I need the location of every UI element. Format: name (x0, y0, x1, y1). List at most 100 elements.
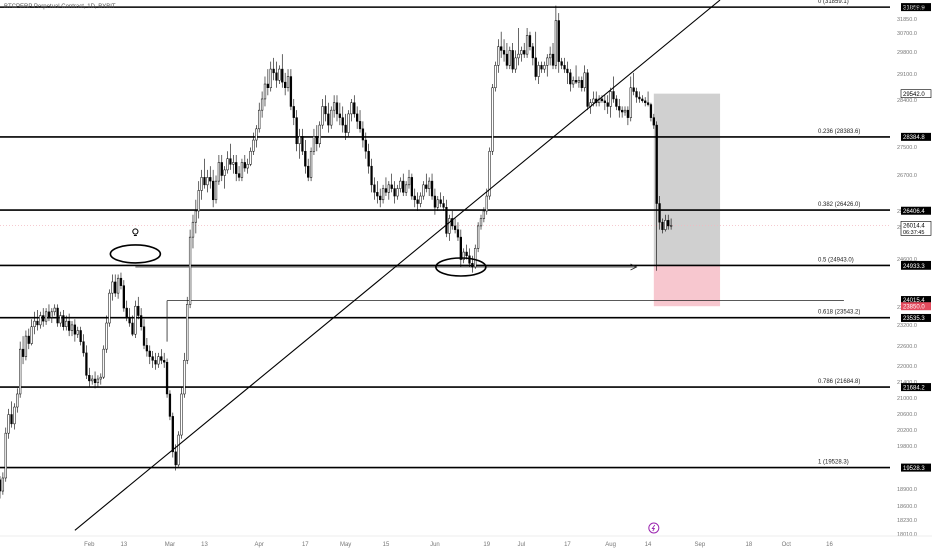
price-label: 24015.4 (903, 298, 925, 304)
currency-label: USDC (905, 5, 925, 12)
candle (44, 308, 48, 325)
candle (105, 315, 108, 353)
candle (281, 54, 284, 88)
candle-body (557, 20, 560, 62)
candle-body (47, 311, 51, 318)
x-tick-label: Apr (255, 542, 264, 548)
candle (16, 388, 19, 413)
candle-body (410, 177, 414, 197)
candle-body (82, 341, 85, 354)
candle (514, 50, 517, 73)
candle (557, 13, 560, 73)
candle (206, 169, 209, 193)
candle (93, 371, 97, 389)
candle (626, 106, 630, 126)
y-tick-label: 29800.0 (897, 50, 917, 56)
candle (543, 61, 546, 73)
candle-body (451, 218, 454, 227)
candle-body (551, 53, 555, 66)
candle (125, 300, 128, 322)
axes: 31850.0 30700.0 29800.0 29100.0 28400.0 27500… (0, 3, 932, 548)
candle (260, 91, 264, 118)
candle (258, 102, 261, 133)
y-tick-label: 23200.0 (897, 323, 917, 329)
candle (534, 31, 537, 81)
candle-body (56, 307, 59, 324)
candle-body (669, 225, 673, 227)
candle-body (237, 173, 241, 178)
candle-body (289, 76, 293, 107)
candle-body (214, 180, 218, 201)
candle (134, 300, 137, 338)
candle-body (188, 236, 192, 305)
candle (295, 110, 298, 152)
candle-body (93, 378, 97, 384)
candle (307, 158, 310, 182)
candle (494, 61, 497, 92)
candle (36, 309, 39, 331)
candle-body (154, 360, 157, 365)
y-tick-label: 18230.0 (897, 518, 917, 524)
y-tick-label: 27500.0 (897, 145, 917, 151)
candle-body (534, 57, 537, 77)
fib-label: 0.618 (23543.2) (818, 310, 860, 316)
candle-body (586, 72, 589, 107)
candle-body (488, 150, 491, 197)
candle (356, 106, 359, 129)
candle (580, 76, 583, 92)
candle-body (73, 324, 77, 335)
candle (482, 207, 486, 223)
candle (436, 196, 439, 211)
candle-body (428, 180, 431, 189)
candle (203, 158, 206, 189)
candle (511, 42, 514, 73)
candle (145, 337, 149, 357)
candle-body (217, 162, 221, 182)
candle (546, 54, 549, 77)
candle (629, 76, 632, 122)
candle-body (623, 109, 627, 113)
candle-body (338, 113, 342, 118)
candle-body (131, 322, 134, 335)
x-tick-label: 17 (302, 542, 309, 548)
candle (606, 95, 609, 114)
lightbulb-icon (132, 228, 139, 235)
candle-body (229, 158, 232, 165)
lightning-icon (648, 522, 660, 534)
candle (30, 319, 33, 346)
candle-body (546, 57, 549, 66)
x-tick-label: 17 (564, 542, 571, 548)
y-tick-label: 18600.0 (897, 504, 917, 510)
candle-body (439, 199, 442, 204)
candle-body (505, 53, 509, 66)
price-label: 26406.4 (903, 209, 925, 215)
candle (240, 158, 244, 182)
candle (479, 214, 483, 230)
candle (396, 184, 399, 200)
candle (67, 313, 71, 337)
candle (263, 76, 267, 107)
candle-body (148, 350, 151, 357)
candle (114, 274, 117, 297)
candle-body (350, 102, 353, 115)
candle (330, 106, 333, 129)
candle-body (416, 199, 419, 204)
price-label: 28384.8 (903, 135, 925, 141)
candle-body (157, 356, 160, 365)
candle (91, 375, 94, 385)
candle-body (344, 124, 347, 133)
candle (252, 132, 255, 155)
drawings (74, 0, 721, 534)
candle (197, 181, 200, 219)
candle-body (667, 220, 670, 227)
candle (269, 61, 272, 92)
candle (661, 218, 664, 234)
candle (635, 87, 638, 103)
y-tick-label: 18900.0 (897, 487, 917, 493)
candle-body (13, 406, 16, 425)
candle-body (508, 50, 511, 66)
candle (102, 345, 105, 380)
candle-body (629, 87, 632, 118)
candle (505, 42, 509, 70)
